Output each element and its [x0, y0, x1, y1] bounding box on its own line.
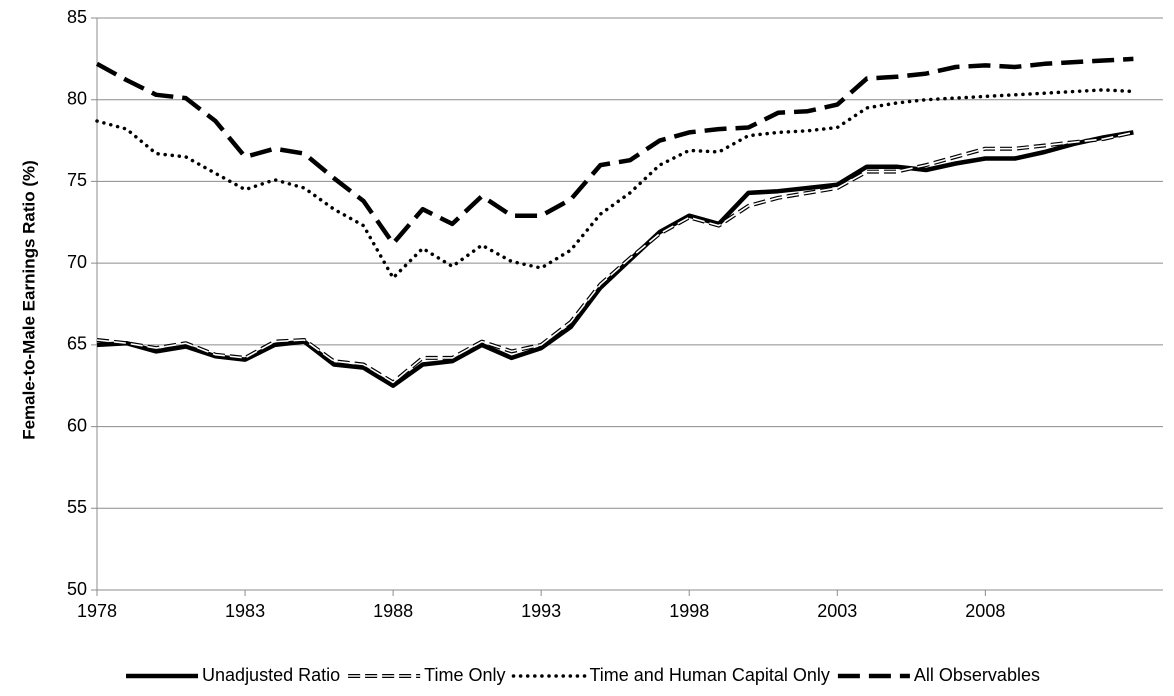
y-tick-label: 50	[67, 579, 87, 599]
series-line-inner	[96, 131, 1134, 384]
legend-label: Time Only	[424, 665, 505, 685]
legend-label: Time and Human Capital Only	[589, 665, 829, 685]
x-tick-label: 2003	[817, 601, 857, 621]
y-tick-label: 80	[67, 88, 87, 108]
x-tick-label: 1988	[373, 601, 413, 621]
x-tick-label: 1983	[225, 601, 265, 621]
x-tick-label: 2008	[965, 601, 1005, 621]
series-line	[96, 130, 1134, 388]
x-tick-label: 1993	[521, 601, 561, 621]
legend-label: Unadjusted Ratio	[202, 665, 340, 685]
y-tick-label: 70	[67, 252, 87, 272]
y-tick-label: 65	[67, 334, 87, 354]
x-tick-label: 1998	[669, 601, 709, 621]
y-tick-label: 75	[67, 170, 87, 190]
y-tick-label: 55	[67, 497, 87, 517]
series-line	[95, 56, 1134, 246]
y-axis-label: Female-to-Male Earnings Ratio (%)	[19, 160, 38, 440]
y-tick-label: 60	[67, 415, 87, 435]
x-tick-label: 1978	[77, 601, 117, 621]
y-tick-label: 85	[67, 7, 87, 27]
series-line	[95, 88, 1136, 280]
legend-label: All Observables	[914, 665, 1040, 685]
